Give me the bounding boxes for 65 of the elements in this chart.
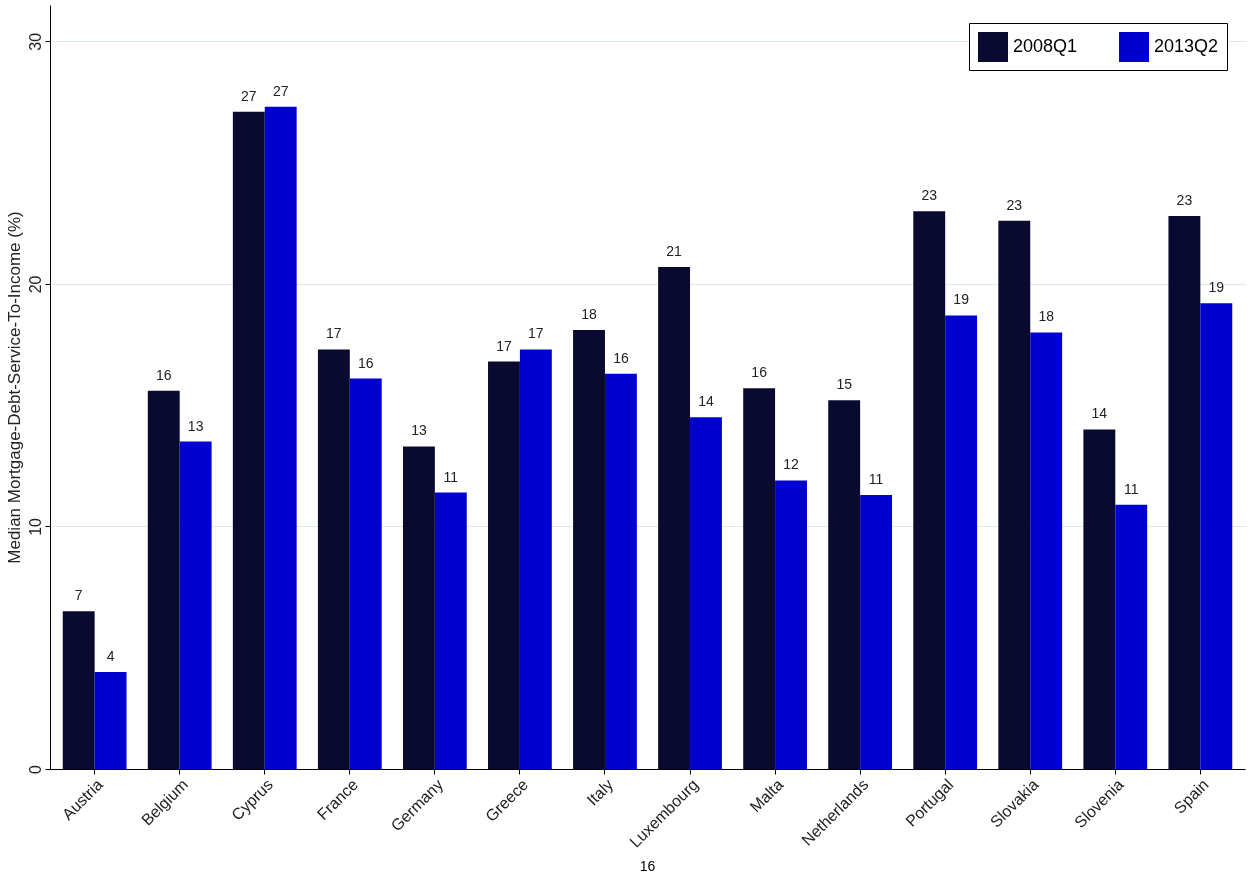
bar: [1168, 216, 1201, 769]
bar: [94, 671, 127, 769]
data-label: 16: [357, 354, 374, 371]
bar: [743, 388, 776, 769]
data-label: 23: [921, 187, 938, 204]
data-label: 13: [411, 422, 427, 439]
data-label: 11: [868, 470, 884, 487]
x-tick-label: Italy: [583, 775, 617, 809]
bar: [945, 315, 978, 769]
data-label: 12: [783, 456, 800, 473]
data-label: 7: [74, 587, 83, 604]
data-label: 23: [1006, 196, 1023, 213]
data-label: 14: [1091, 405, 1108, 422]
bar: [349, 378, 382, 769]
data-label: 16: [613, 349, 629, 366]
data-label: 14: [698, 393, 714, 410]
data-label: 11: [443, 468, 459, 485]
bar: [690, 417, 722, 769]
bar: [264, 106, 297, 769]
data-label: 18: [1038, 308, 1055, 325]
legend-label: 2008Q1: [1013, 36, 1078, 56]
bar: [179, 441, 212, 769]
bar: [828, 400, 861, 769]
bar: [573, 330, 605, 769]
data-label: 23: [1176, 192, 1193, 209]
data-label: 17: [528, 325, 544, 342]
data-label: 27: [272, 82, 289, 99]
bar: [604, 373, 637, 769]
text: 16: [639, 858, 656, 875]
data-label: 17: [326, 325, 342, 342]
bar: [1030, 332, 1063, 769]
bar: [488, 361, 520, 769]
data-label: 17: [496, 337, 512, 354]
data-label: 13: [187, 417, 204, 434]
bar: [317, 349, 350, 769]
bar: [232, 111, 265, 769]
bar: [147, 390, 180, 769]
data-label: 4: [106, 647, 115, 664]
data-label: 15: [836, 376, 853, 393]
legend-label: 2013Q2: [1154, 36, 1219, 56]
y-tick-label: 10: [26, 517, 44, 536]
data-label: 11: [1123, 480, 1139, 497]
bar: [658, 266, 691, 769]
bar: [1083, 429, 1116, 769]
bar: [860, 494, 893, 769]
data-label: 16: [155, 366, 172, 383]
data-label: 19: [1208, 279, 1225, 296]
bar: [1200, 303, 1233, 769]
y-tick-label: 30: [26, 32, 44, 51]
bar: [998, 220, 1031, 769]
data-label: 18: [581, 306, 598, 322]
bar: [775, 480, 807, 769]
y-tick-label: 0: [26, 764, 44, 774]
data-label: 21: [666, 242, 683, 259]
bar: [434, 492, 467, 769]
data-label: 19: [953, 291, 970, 308]
bar: [402, 446, 435, 769]
bar: [1115, 504, 1148, 769]
bar: [62, 611, 95, 769]
y-axis-title: Median Mortgage-Debt-Service-To-Income (%): [4, 211, 24, 564]
bar: [913, 211, 946, 769]
data-label: 27: [241, 87, 257, 104]
bar: [519, 349, 552, 769]
data-label: 16: [751, 364, 768, 381]
y-tick-label: 20: [26, 275, 44, 294]
